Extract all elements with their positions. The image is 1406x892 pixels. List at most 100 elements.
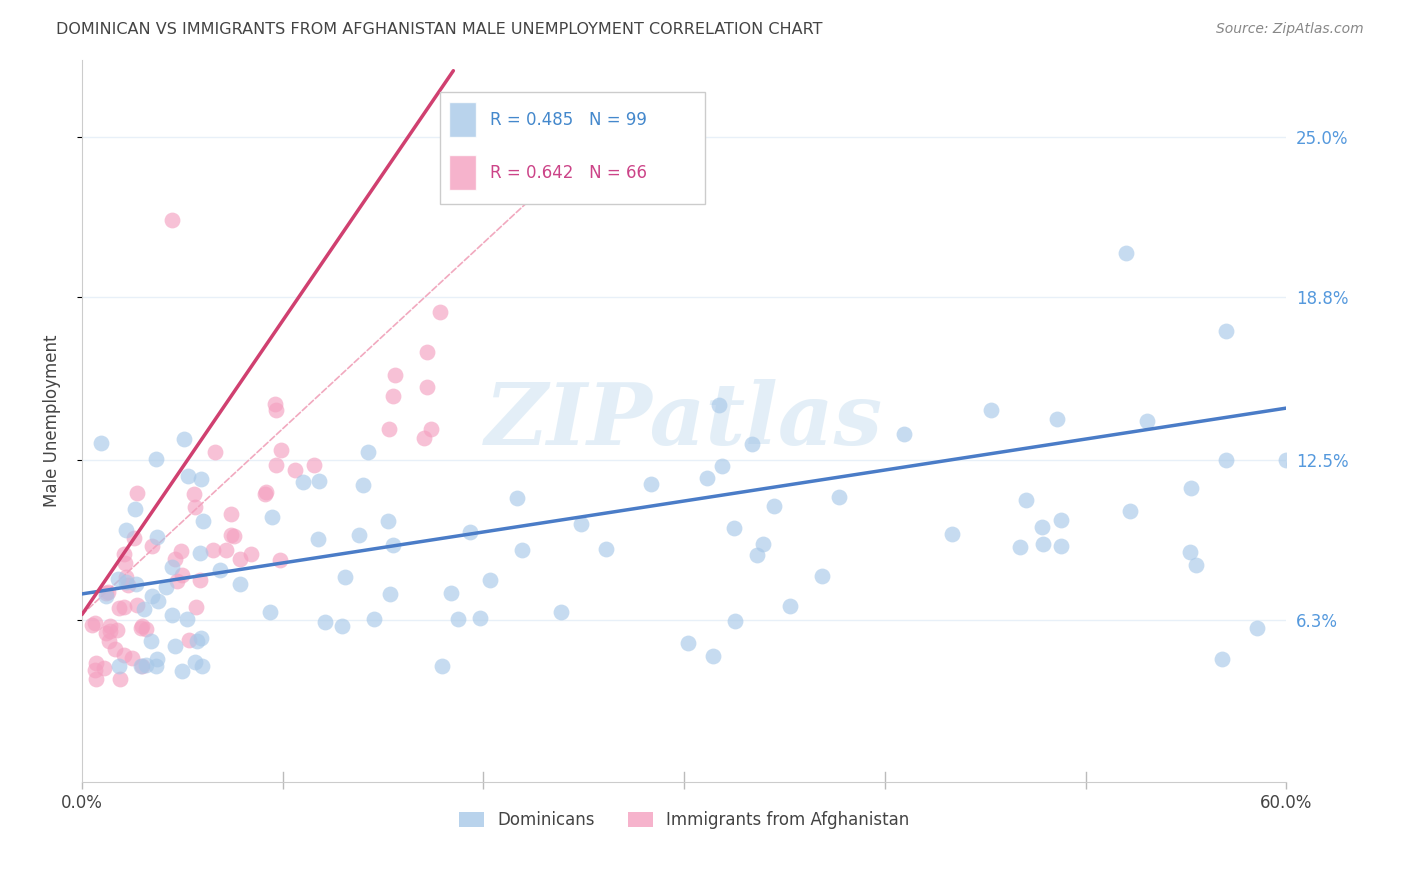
Point [291, 475, 314, 489]
Point [1119, 504, 1142, 518]
Point [115, 570, 138, 584]
Point [420, 422, 443, 436]
Point [468, 610, 491, 624]
Point [190, 659, 212, 673]
FancyBboxPatch shape [450, 155, 475, 190]
Point [1008, 540, 1031, 554]
Point [98, 619, 121, 633]
Point [828, 490, 851, 504]
Point [314, 615, 336, 630]
Point [94, 589, 117, 603]
Point [163, 639, 186, 653]
Point [112, 648, 135, 662]
Point [125, 577, 148, 591]
Point [1115, 246, 1137, 260]
Point [1215, 324, 1237, 338]
Point [264, 403, 287, 417]
Point [166, 574, 188, 588]
Point [810, 569, 832, 583]
Point [377, 514, 399, 528]
Point [941, 526, 963, 541]
Point [357, 445, 380, 459]
Point [384, 368, 406, 382]
Point [155, 581, 177, 595]
Point [112, 599, 135, 614]
Point [112, 547, 135, 561]
Point [347, 527, 370, 541]
Point [678, 636, 700, 650]
Point [132, 601, 155, 615]
Point [222, 529, 245, 543]
Point [183, 500, 205, 514]
Point [308, 474, 330, 488]
Point [332, 619, 354, 633]
Point [186, 634, 208, 648]
Point [429, 305, 451, 319]
Point [114, 556, 136, 570]
Point [172, 665, 194, 679]
Point [98, 633, 121, 648]
Point [80, 618, 103, 632]
Point [129, 659, 152, 673]
Point [696, 471, 718, 485]
Point [415, 379, 437, 393]
Point [335, 570, 357, 584]
Point [260, 510, 283, 524]
Point [1313, 407, 1336, 421]
Point [121, 651, 143, 665]
Point [506, 491, 529, 505]
Point [239, 547, 262, 561]
Point [229, 552, 252, 566]
Point [208, 563, 231, 577]
Point [160, 607, 183, 622]
Point [569, 516, 592, 531]
Point [1275, 452, 1298, 467]
Point [263, 397, 285, 411]
Point [779, 599, 801, 613]
Point [129, 621, 152, 635]
Point [352, 478, 374, 492]
Point [179, 632, 201, 647]
Point [382, 388, 405, 402]
Point [170, 544, 193, 558]
Point [188, 546, 211, 560]
Point [893, 427, 915, 442]
Point [146, 530, 169, 544]
Point [270, 443, 292, 458]
Point [93, 661, 115, 675]
Text: R = 0.485   N = 99: R = 0.485 N = 99 [491, 111, 647, 128]
Point [745, 548, 768, 562]
Point [176, 469, 198, 483]
Point [1185, 558, 1208, 572]
Point [762, 500, 785, 514]
Point [160, 559, 183, 574]
Point [125, 599, 148, 613]
Point [550, 605, 572, 619]
Point [84, 656, 107, 670]
Point [440, 586, 463, 600]
Point [173, 433, 195, 447]
Point [723, 521, 745, 535]
Point [741, 437, 763, 451]
Point [510, 542, 533, 557]
Point [1050, 513, 1073, 527]
Point [221, 528, 243, 542]
Point [458, 524, 481, 539]
Point [1282, 457, 1305, 471]
Text: Source: ZipAtlas.com: Source: ZipAtlas.com [1216, 22, 1364, 37]
Point [84, 672, 107, 686]
Point [302, 458, 325, 472]
Point [284, 463, 307, 477]
Point [176, 612, 198, 626]
Point [447, 612, 470, 626]
Point [108, 659, 131, 673]
Point [105, 624, 128, 638]
Point [84, 664, 107, 678]
FancyBboxPatch shape [440, 92, 704, 204]
Point [146, 652, 169, 666]
Point [1031, 520, 1053, 534]
Point [191, 515, 214, 529]
Point [430, 659, 453, 673]
Point [141, 539, 163, 553]
Point [98, 624, 121, 639]
